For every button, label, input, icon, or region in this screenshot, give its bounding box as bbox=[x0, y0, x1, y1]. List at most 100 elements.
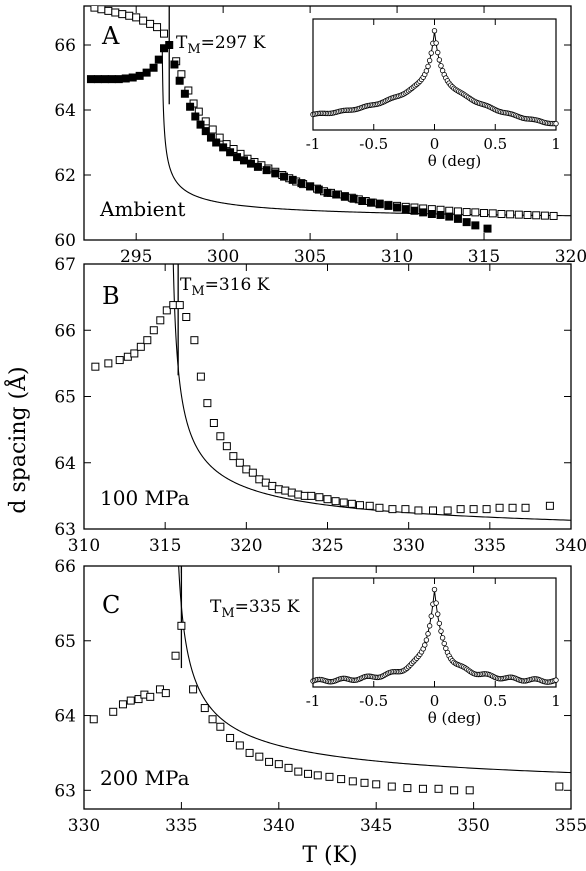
x-tick-label: 310 bbox=[68, 536, 100, 556]
y-tick-label: 66 bbox=[54, 557, 76, 577]
data-point-open bbox=[323, 495, 332, 504]
inset-data-point bbox=[439, 635, 446, 641]
data-point-open bbox=[281, 486, 290, 495]
data-point-open bbox=[488, 209, 497, 218]
data-point-open bbox=[245, 748, 254, 757]
data-point-filled bbox=[165, 41, 174, 49]
x-tick-label: 325 bbox=[311, 536, 343, 556]
shared-x-axis-label: T (K) bbox=[302, 843, 357, 868]
data-point-open bbox=[372, 780, 381, 789]
data-point-open bbox=[469, 505, 478, 514]
data-point-open bbox=[339, 498, 348, 507]
inset-data-point bbox=[431, 28, 438, 34]
inset-x-tick-label: 0 bbox=[430, 692, 440, 710]
inset-x-tick-label: 0 bbox=[430, 135, 440, 153]
inset-x-tick-label: 1 bbox=[551, 135, 561, 153]
data-point-open bbox=[171, 651, 180, 660]
data-point-open bbox=[348, 777, 357, 786]
x-tick-label: 320 bbox=[555, 247, 586, 267]
x-tick-label: 320 bbox=[230, 536, 262, 556]
data-point-open bbox=[307, 491, 316, 500]
data-point-open bbox=[453, 207, 462, 216]
data-point-open bbox=[216, 722, 225, 731]
data-point-open bbox=[325, 772, 334, 781]
data-point-filled bbox=[233, 153, 242, 162]
inset-x-axis-label: θ (deg) bbox=[428, 709, 482, 727]
data-point-open bbox=[532, 211, 541, 220]
data-point-filled bbox=[323, 188, 332, 197]
data-point-open bbox=[555, 782, 564, 791]
inset-data-point bbox=[553, 677, 559, 683]
data-point-open bbox=[118, 700, 127, 709]
data-point-filled bbox=[253, 162, 262, 171]
data-point-open bbox=[360, 778, 369, 787]
data-point-filled bbox=[149, 63, 158, 72]
data-point-filled bbox=[201, 127, 210, 136]
data-point-open bbox=[497, 210, 506, 218]
y-tick-label: 63 bbox=[54, 520, 76, 540]
x-tick-label: 355 bbox=[555, 816, 586, 836]
shared-y-axis-label: d spacing (Å) bbox=[3, 366, 31, 513]
fit-curve bbox=[172, 264, 571, 521]
inset-data-point bbox=[433, 600, 439, 606]
data-point-open bbox=[229, 452, 238, 461]
data-point-open bbox=[242, 465, 251, 474]
data-point-filled bbox=[453, 214, 462, 223]
data-point-filled bbox=[427, 210, 436, 218]
data-point-open bbox=[545, 501, 554, 510]
data-point-filled bbox=[471, 221, 480, 230]
inset-data-point bbox=[433, 40, 439, 46]
data-point-open bbox=[182, 313, 191, 321]
inset-data-point bbox=[436, 620, 443, 627]
y-tick-label: 64 bbox=[54, 101, 76, 121]
data-point-filled bbox=[191, 112, 200, 121]
data-point-open bbox=[508, 503, 517, 512]
data-point-filled bbox=[384, 201, 393, 210]
data-point-filled bbox=[107, 75, 116, 84]
inset-x-tick-label: -0.5 bbox=[359, 692, 388, 710]
data-point-open bbox=[169, 301, 178, 310]
data-point-filled bbox=[314, 185, 323, 194]
data-point-filled bbox=[128, 73, 137, 82]
data-point-open bbox=[203, 399, 212, 408]
data-point-open bbox=[190, 336, 199, 345]
data-point-filled bbox=[419, 208, 428, 217]
y-tick-label: 65 bbox=[54, 632, 76, 652]
data-point-open bbox=[388, 505, 397, 514]
inset-data-point bbox=[435, 49, 441, 56]
data-point-open bbox=[208, 125, 217, 134]
data-point-filled bbox=[271, 169, 280, 178]
inset-data-point bbox=[423, 68, 430, 74]
data-point-filled bbox=[246, 159, 255, 168]
data-point-open bbox=[418, 784, 427, 793]
x-tick-label: 310 bbox=[381, 247, 413, 267]
data-point-open bbox=[462, 208, 471, 217]
data-point-open bbox=[115, 356, 124, 365]
inset-data-point bbox=[426, 623, 433, 629]
y-tick-label: 67 bbox=[54, 255, 76, 275]
data-point-open bbox=[268, 481, 277, 490]
x-tick-label: 300 bbox=[207, 247, 239, 267]
data-point-open bbox=[337, 775, 346, 784]
data-point-open bbox=[294, 490, 303, 499]
data-point-open bbox=[132, 13, 141, 22]
data-point-open bbox=[125, 11, 134, 20]
data-point-open bbox=[216, 432, 225, 441]
data-point-filled bbox=[186, 102, 195, 111]
data-point-filled bbox=[349, 194, 358, 203]
data-point-open bbox=[300, 491, 309, 500]
x-tick-label: 305 bbox=[294, 247, 326, 267]
inset: -1 -0.5 0 0.5 1 θ (deg) bbox=[306, 577, 561, 727]
inset-x-tick-label: -0.5 bbox=[359, 135, 388, 153]
data-point-open bbox=[109, 707, 118, 716]
data-point-filled bbox=[100, 75, 109, 84]
data-point-open bbox=[161, 689, 170, 698]
data-point-open bbox=[375, 503, 384, 512]
data-point-open bbox=[313, 771, 322, 780]
data-point-filled bbox=[219, 143, 228, 152]
data-point-open bbox=[146, 19, 155, 28]
data-point-open bbox=[235, 741, 244, 750]
data-point-open bbox=[482, 505, 491, 514]
inset-data-point bbox=[553, 120, 559, 127]
